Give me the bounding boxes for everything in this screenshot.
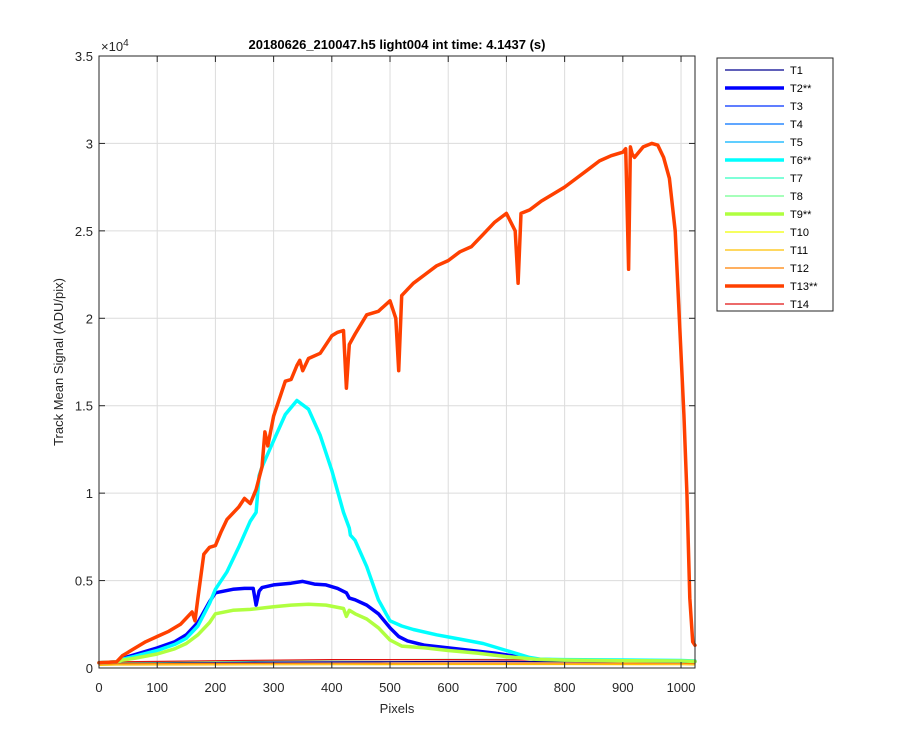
legend-item: T3 xyxy=(725,101,803,113)
legend-label: T7 xyxy=(790,173,803,185)
legend-label: T1 xyxy=(790,65,803,77)
legend-item: T1 xyxy=(725,65,803,77)
legend-label: T11 xyxy=(790,245,808,257)
legend-item: T9** xyxy=(725,209,812,221)
x-tick-label: 0 xyxy=(95,680,102,695)
axis-ticks: 0 100 200 300 400 500 600 700 800 900 1000 0 0.5 1 1.5… xyxy=(75,49,696,695)
legend-items: T1 T2** T3 T4 T5 T6** T7 T8 T9** T10 T11 T12 T13** T1… xyxy=(725,65,818,311)
series-lines xyxy=(97,141,697,667)
legend-item: T14 xyxy=(725,299,809,311)
series-line-t9 xyxy=(97,602,697,665)
legend-item: T13** xyxy=(725,281,818,293)
legend-label: T9** xyxy=(790,209,812,221)
y-axis-exponent-base: ×10 xyxy=(101,39,123,54)
y-axis-exponent-power: 4 xyxy=(123,38,129,49)
y-tick-label: 0 xyxy=(86,661,93,676)
series-line-t13 xyxy=(97,141,697,665)
y-tick-label: 1.5 xyxy=(75,399,93,414)
x-tick-label: 200 xyxy=(205,680,227,695)
x-tick-label: 100 xyxy=(146,680,168,695)
x-tick-label: 500 xyxy=(379,680,401,695)
x-axis-label: Pixels xyxy=(380,701,415,716)
y-axis-label: Track Mean Signal (ADU/pix) xyxy=(51,278,66,446)
legend-label: T14 xyxy=(790,299,809,311)
series-line-t2 xyxy=(97,579,697,665)
y-tick-label: 2 xyxy=(86,311,93,326)
axes-box xyxy=(98,55,696,669)
y-tick-label: 1 xyxy=(86,486,93,501)
legend-label: T5 xyxy=(790,137,803,149)
series-line-t6 xyxy=(97,398,697,665)
legend-label: T3 xyxy=(790,101,803,113)
legend-item: T10 xyxy=(725,227,809,239)
x-tick-label: 600 xyxy=(437,680,459,695)
legend-box xyxy=(716,57,834,312)
plot-area: 0 100 200 300 400 500 600 700 800 900 1000 0 0.5 1 1.5… xyxy=(75,49,697,695)
legend-label: T13** xyxy=(790,281,818,293)
legend-item: T12 xyxy=(725,263,809,275)
legend-label: T8 xyxy=(790,191,803,203)
legend-label: T2** xyxy=(790,83,812,95)
legend-label: T4 xyxy=(790,119,803,131)
legend-label: T10 xyxy=(790,227,809,239)
y-tick-label: 0.5 xyxy=(75,574,93,589)
x-tick-label: 300 xyxy=(263,680,285,695)
y-tick-label: 3.5 xyxy=(75,49,93,64)
chart-title: 20180626_210047.h5 light004 int time: 4.… xyxy=(248,37,545,52)
legend-item: T2** xyxy=(725,83,812,95)
legend-item: T4 xyxy=(725,119,803,131)
y-tick-label: 3 xyxy=(86,136,93,151)
legend-item: T7 xyxy=(725,173,803,185)
x-tick-label: 1000 xyxy=(667,680,696,695)
x-tick-label: 700 xyxy=(496,680,518,695)
x-tick-label: 800 xyxy=(554,680,576,695)
y-axis-exponent: ×104 xyxy=(101,38,129,54)
legend-label: T12 xyxy=(790,263,809,275)
y-tick-label: 2.5 xyxy=(75,224,93,239)
legend: T1 T2** T3 T4 T5 T6** T7 T8 T9** T10 T11 T12 T13** T1… xyxy=(716,57,834,312)
legend-item: T8 xyxy=(725,191,803,203)
legend-item: T11 xyxy=(725,245,808,257)
x-tick-label: 900 xyxy=(612,680,634,695)
x-tick-label: 400 xyxy=(321,680,343,695)
legend-item: T6** xyxy=(725,155,812,167)
legend-item: T5 xyxy=(725,137,803,149)
legend-label: T6** xyxy=(790,155,812,167)
